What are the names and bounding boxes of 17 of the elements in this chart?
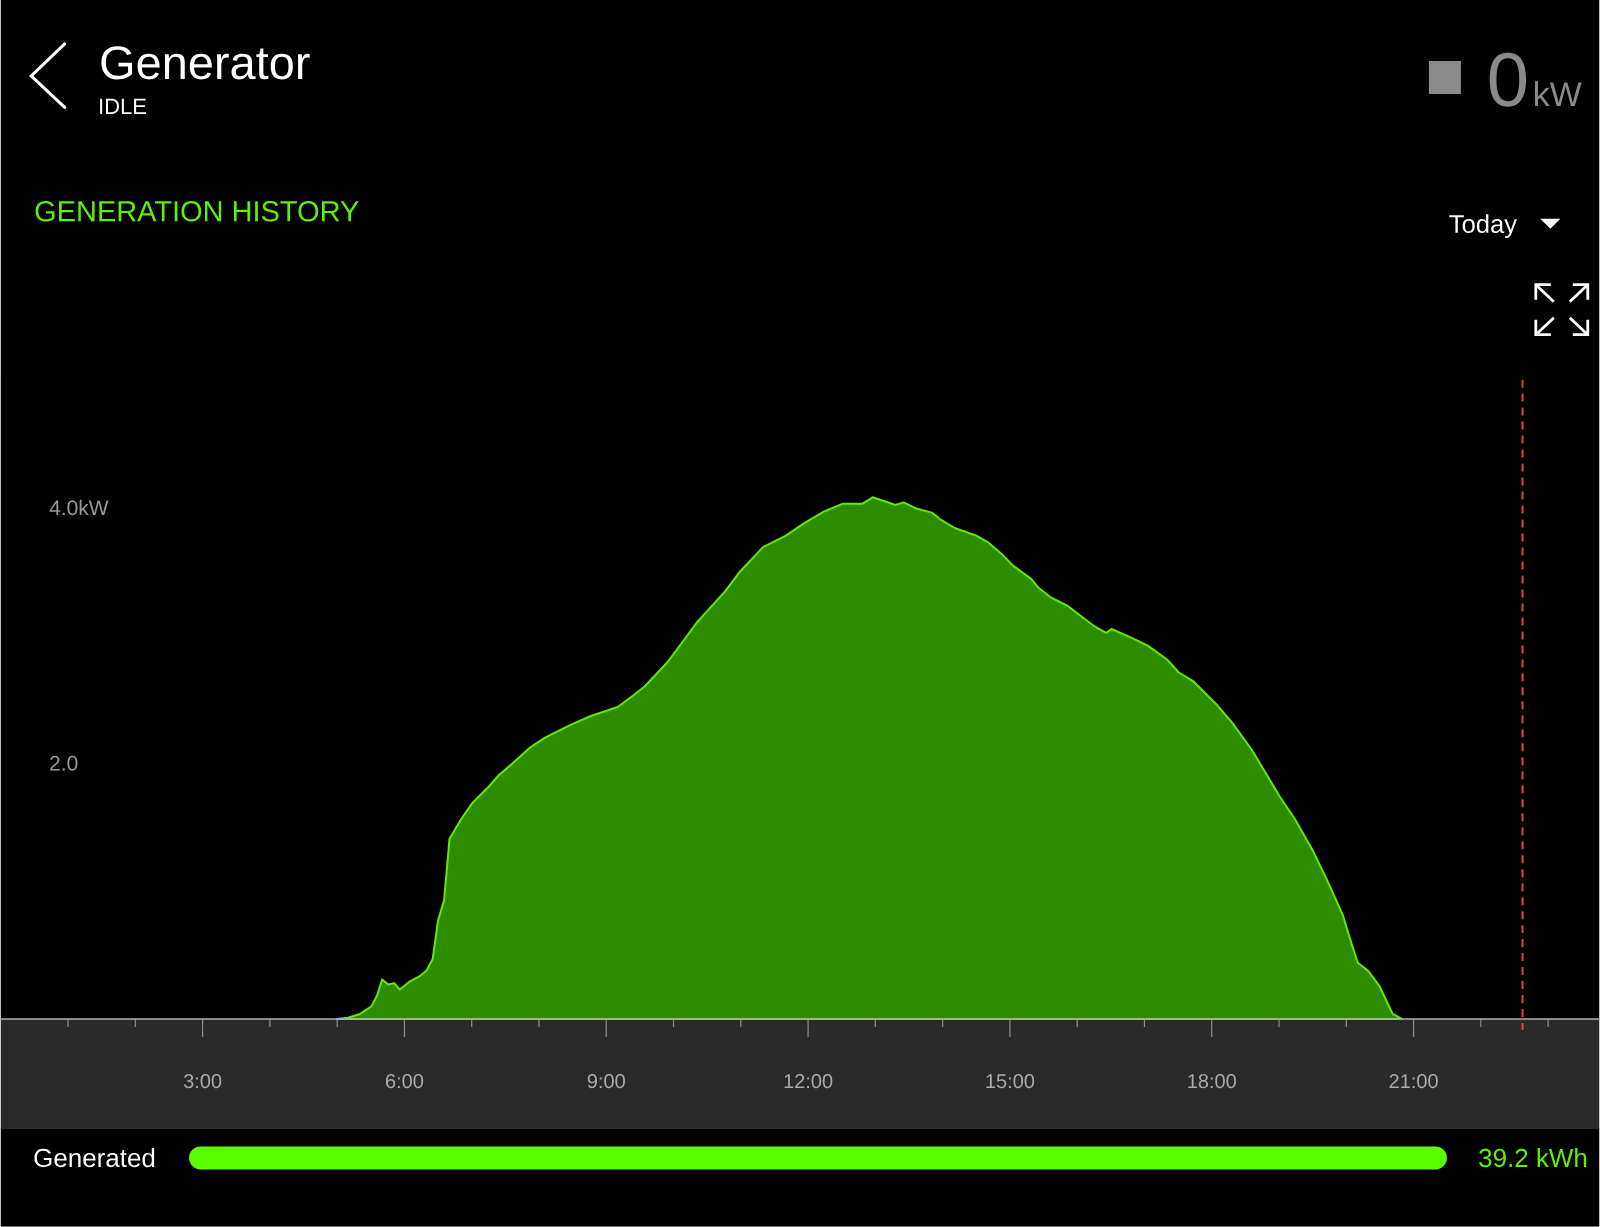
text: Generated: [34, 1148, 155, 1168]
text: 0: [1489, 52, 1527, 107]
chart-title: GENERATION HISTORY: [35, 201, 359, 222]
y-tick-label: 2.0: [50, 755, 78, 771]
x-tick-label: 9:00: [587, 1074, 625, 1089]
y-tick-label: 4.0kW: [49, 499, 109, 516]
x-tick-label: 18:00: [1188, 1074, 1236, 1089]
x-tick-label: 15:00: [986, 1074, 1035, 1089]
text: 39.2 kWh: [1479, 1148, 1587, 1168]
x-tick-label: 3:00: [183, 1074, 222, 1089]
x-tick-label: 6:00: [385, 1074, 424, 1089]
text: Generator: [101, 46, 310, 80]
text: kW: [1535, 81, 1582, 106]
x-tick-label: 21:00: [1389, 1074, 1438, 1089]
x-tick-label: 12:00: [784, 1074, 833, 1089]
text: IDLE: [100, 98, 146, 114]
text: Today: [1449, 214, 1517, 239]
